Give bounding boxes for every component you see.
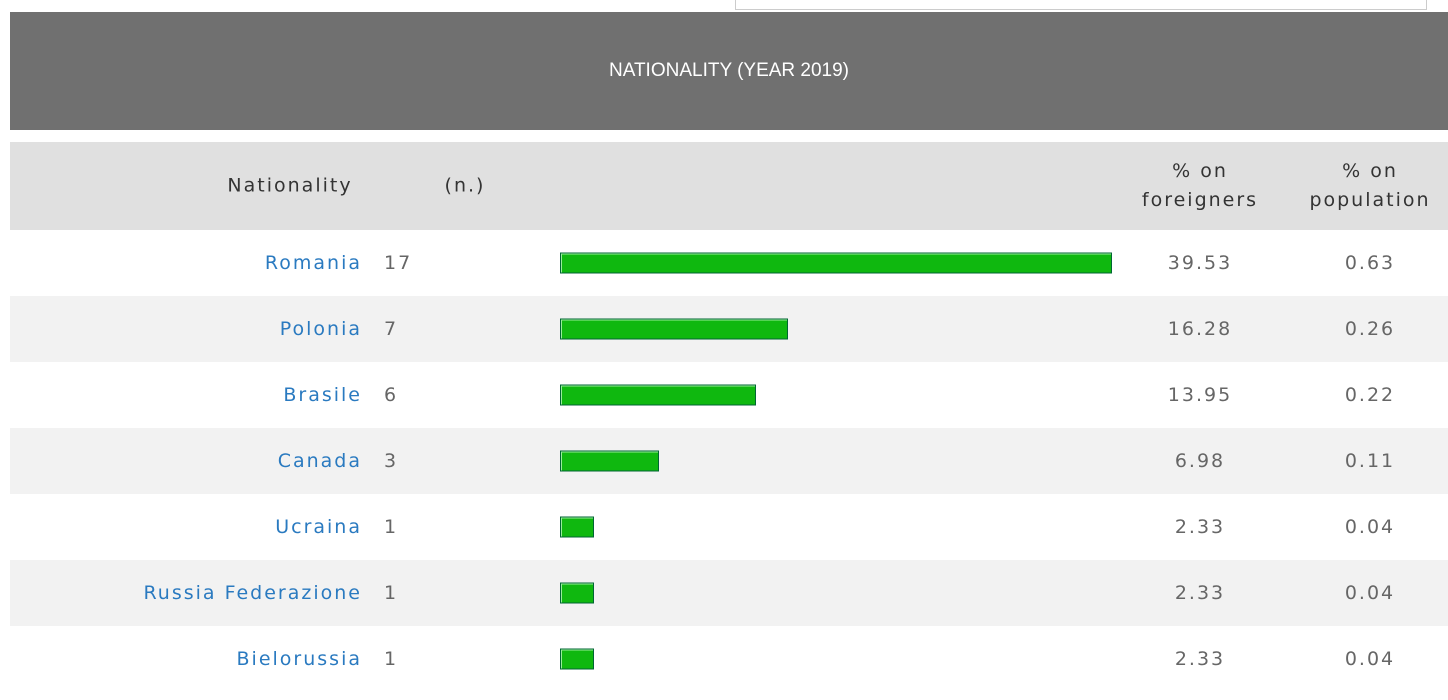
bar [560, 582, 595, 604]
count: 3 [384, 450, 399, 472]
pct-population: 0.11 [1344, 450, 1396, 472]
pct-foreigners: 2.33 [1174, 648, 1226, 670]
bar [560, 450, 660, 472]
pct-population: 0.22 [1344, 384, 1396, 406]
table-row: Polonia 7 16.28 0.26 [10, 296, 1448, 362]
header-row: Nationality (n.) % on foreigners % on po… [10, 142, 1448, 230]
table-row: Ucraina 1 2.33 0.04 [10, 494, 1448, 560]
bar [560, 516, 595, 538]
pct-population: 0.04 [1344, 516, 1396, 538]
bar [560, 252, 1112, 274]
table-row: Bielorussia 1 2.33 0.04 [10, 626, 1448, 692]
count: 1 [384, 648, 399, 670]
table-row: Brasile 6 13.95 0.22 [10, 362, 1448, 428]
pct-population: 0.63 [1344, 252, 1396, 274]
count: 6 [384, 384, 399, 406]
frame [735, 0, 1427, 10]
header-n: (n.) [444, 174, 486, 197]
bar [560, 384, 757, 406]
table-row: Canada 3 6.98 0.11 [10, 428, 1448, 494]
pct-foreigners: 16.28 [1167, 318, 1233, 340]
nationality-link[interactable]: Polonia [279, 318, 362, 340]
pct-foreigners: 2.33 [1174, 582, 1226, 604]
nationality-link[interactable]: Ucraina [275, 516, 362, 538]
count: 1 [384, 582, 399, 604]
nationality-link[interactable]: Bielorussia [236, 648, 362, 670]
table-row: Russia Federazione 1 2.33 0.04 [10, 560, 1448, 626]
header-pct-foreigners: % on foreigners [1141, 160, 1259, 211]
nationality-link[interactable]: Brasile [283, 384, 362, 406]
table-body: Romania 17 39.53 0.63 Polonia 7 16.28 0.26 Brasi… [0, 230, 1448, 700]
table-row: Romania 17 39.53 0.63 [10, 230, 1448, 296]
header-nationality: Nationality [227, 174, 353, 197]
pct-foreigners: 13.95 [1167, 384, 1233, 406]
bar [560, 318, 789, 340]
pct-foreigners: 6.98 [1174, 450, 1226, 472]
nationality-link[interactable]: Russia Federazione [143, 582, 362, 604]
nationality-link[interactable]: Romania [264, 252, 362, 274]
pct-population: 0.26 [1344, 318, 1396, 340]
pct-population: 0.04 [1344, 582, 1396, 604]
pct-foreigners: 39.53 [1167, 252, 1233, 274]
nationality-link[interactable]: Canada [277, 450, 362, 472]
count: 1 [384, 516, 399, 538]
bar [560, 648, 595, 670]
count: 17 [384, 252, 413, 274]
count: 7 [384, 318, 399, 340]
pct-population: 0.04 [1344, 648, 1396, 670]
pct-foreigners: 2.33 [1174, 516, 1226, 538]
title: NATIONALITY (YEAR 2019) [10, 12, 1448, 130]
header-pct-population: % on population [1309, 160, 1431, 211]
